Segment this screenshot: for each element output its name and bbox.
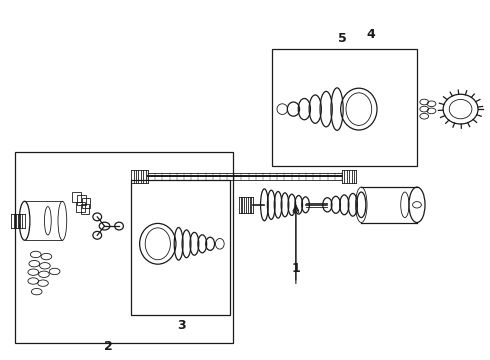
Text: 1: 1 xyxy=(292,262,300,275)
Text: 4: 4 xyxy=(367,28,375,41)
Text: 5: 5 xyxy=(338,32,346,45)
Text: 2: 2 xyxy=(104,340,113,353)
Text: 3: 3 xyxy=(177,319,185,332)
